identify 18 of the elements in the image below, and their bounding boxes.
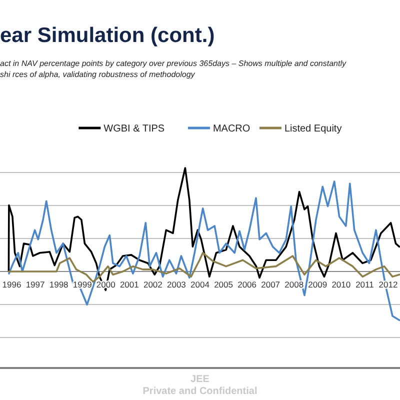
- legend-label: WGBI & TIPS: [104, 124, 165, 134]
- x-tick-label: 2011: [356, 280, 374, 290]
- x-tick-label: 2010: [332, 280, 351, 290]
- x-tick-label: 2005: [214, 280, 234, 290]
- x-tick-label: 1998: [49, 280, 69, 290]
- x-tick-label: 2009: [308, 280, 328, 290]
- x-tick-label: 2006: [238, 280, 257, 290]
- x-tick-label: 2002: [143, 280, 163, 290]
- x-tick-label: 2007: [261, 280, 280, 290]
- chart-title: ear Simulation (cont.): [0, 24, 215, 47]
- chart-subtitle: act in NAV percentage points by category over previous 365days – Shows multiple and constantly shi rces of alpha, validating robustness of methodology: [0, 59, 347, 79]
- x-tick-label: 1997: [26, 280, 46, 290]
- legend-label: Listed Equity: [284, 124, 342, 134]
- legend-label: MACRO: [212, 124, 250, 134]
- x-tick-label: 2001: [120, 280, 140, 290]
- x-tick-label: 1996: [2, 280, 22, 290]
- x-tick-label: 2003: [167, 280, 186, 290]
- x-tick-label: 2004: [190, 280, 210, 290]
